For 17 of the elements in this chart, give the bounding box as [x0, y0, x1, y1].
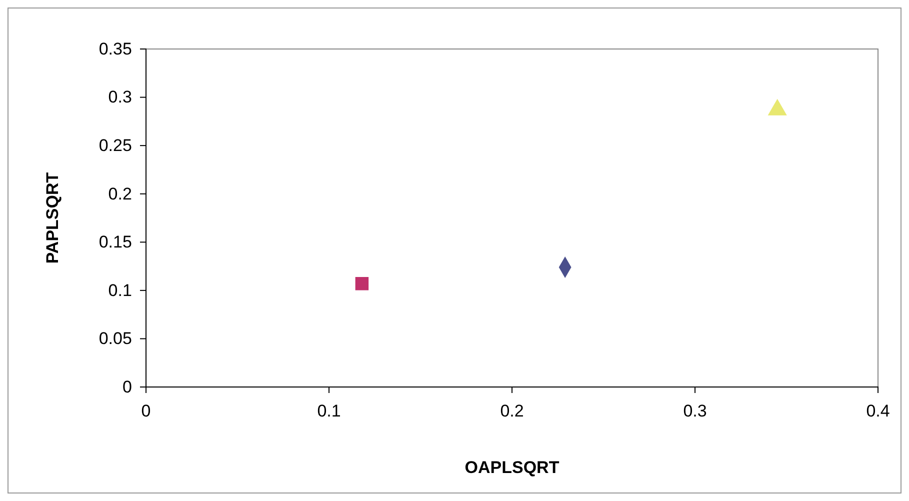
y-tick-label: 0.2 [108, 184, 132, 204]
y-tick-label: 0.3 [108, 88, 132, 107]
x-tick-label: 0.1 [317, 401, 341, 420]
y-tick-label: 0.1 [108, 280, 132, 300]
y-axis-title: PAPLSQRT [43, 172, 62, 264]
x-tick-label: 0 [141, 401, 151, 420]
y-tick-label: 0 [122, 377, 132, 396]
y-tick-label: 0.35 [98, 39, 132, 58]
y-tick-label: 0.25 [98, 136, 132, 156]
y-tick-label: 0.05 [98, 329, 132, 348]
x-axis-title: OAPLSQRT [464, 458, 560, 477]
x-tick-label: 0.4 [866, 401, 890, 420]
point [355, 277, 369, 290]
x-tick-label: 0.3 [683, 401, 707, 420]
y-tick-label: 0.15 [98, 232, 132, 252]
x-tick-label: 0.2 [500, 401, 524, 420]
point [768, 99, 787, 116]
